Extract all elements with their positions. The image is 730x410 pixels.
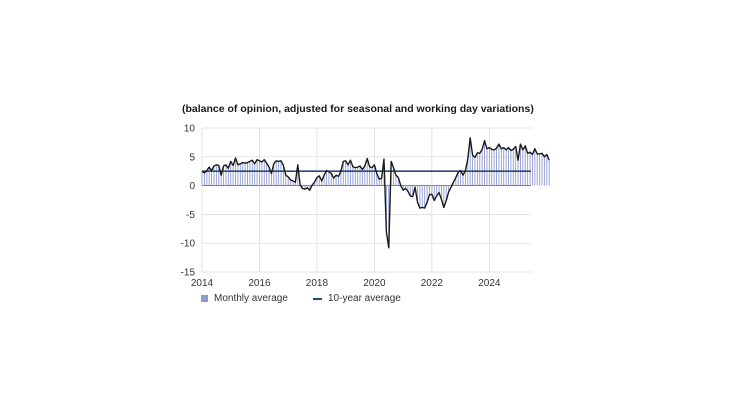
x-tick-label: 2020 bbox=[363, 278, 386, 289]
x-tick-label: 2014 bbox=[191, 278, 214, 289]
legend-label-average: 10-year average bbox=[328, 293, 401, 304]
y-axis-labels: 10 5 0 -5 -10 -15 bbox=[181, 124, 196, 279]
y-tick-label: 5 bbox=[189, 152, 195, 163]
x-tick-label: 2018 bbox=[306, 278, 329, 289]
monthly-bars bbox=[201, 137, 550, 248]
y-tick-label: -5 bbox=[186, 210, 195, 221]
monthly-line-layer bbox=[201, 137, 550, 249]
legend-label-monthly: Monthly average bbox=[214, 293, 288, 304]
legend-item-monthly: Monthly average bbox=[201, 293, 288, 304]
monthly-average-line bbox=[201, 137, 550, 249]
legend-swatch-line bbox=[313, 297, 322, 300]
legend-item-average: 10-year average bbox=[313, 293, 401, 304]
y-tick-label: 0 bbox=[189, 181, 195, 192]
y-tick-label: 10 bbox=[184, 124, 196, 135]
y-tick-label: -10 bbox=[181, 239, 196, 250]
x-tick-label: 2016 bbox=[248, 278, 271, 289]
x-axis-labels: 2014 2016 2018 2020 2022 2024 bbox=[191, 278, 501, 289]
x-tick-label: 2024 bbox=[478, 278, 501, 289]
chart-subtitle: (balance of opinion, adjusted for season… bbox=[182, 103, 534, 115]
y-tick-label: -15 bbox=[181, 268, 196, 279]
x-tick-label: 2022 bbox=[421, 278, 444, 289]
legend-swatch-bar bbox=[201, 295, 208, 302]
